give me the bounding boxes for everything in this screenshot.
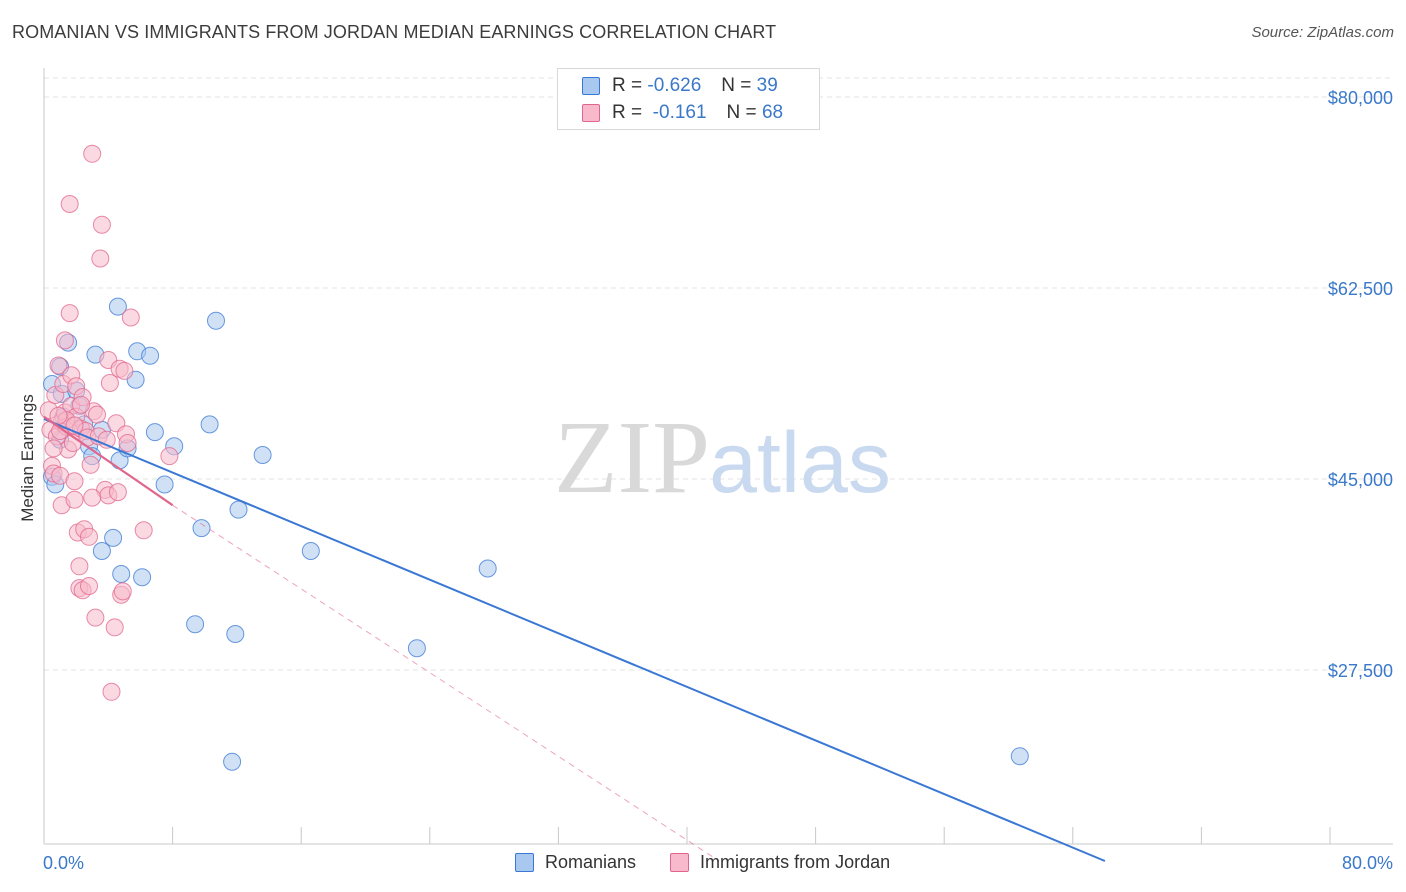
jordan-point — [113, 582, 132, 601]
romanians-point — [229, 500, 248, 519]
axes — [43, 68, 1393, 845]
trend-lines — [43, 415, 1106, 862]
chart-title: ROMANIAN VS IMMIGRANTS FROM JORDAN MEDIA… — [12, 22, 777, 42]
jordan-point — [49, 356, 68, 375]
y-tick-label: $27,500 — [1328, 661, 1393, 681]
watermark-zip: ZIP — [554, 400, 710, 515]
romanians-point — [223, 752, 242, 771]
stats-legend: R = -0.626 N = 39 R = -0.161 N = 68 — [557, 68, 820, 130]
series-legend: Romanians Immigrants from Jordan — [515, 852, 924, 873]
jordan-point — [80, 527, 98, 546]
romanians-point — [253, 446, 272, 464]
jordan-point — [83, 144, 102, 163]
jordan-point — [65, 472, 84, 491]
gridlines — [44, 77, 1393, 671]
romanians-trend-line — [43, 418, 1106, 862]
y-tick-label: $45,000 — [1328, 470, 1393, 490]
romanians-point — [141, 346, 160, 365]
stats-row-romanians: R = -0.626 N = 39 — [582, 75, 778, 97]
y-tick-labels: $80,000 $62,500 $45,000 $27,500 — [1328, 88, 1393, 681]
romanians-point — [200, 415, 219, 434]
jordan-point — [81, 455, 100, 474]
stats-row-jordan: R = -0.161 N = 68 — [582, 102, 783, 124]
n-value: 68 — [761, 102, 784, 123]
n-value: 39 — [756, 75, 778, 96]
jordan-point — [160, 447, 179, 466]
romanians-point — [104, 528, 123, 547]
jordan-point — [102, 682, 121, 701]
jordan-point — [55, 331, 74, 350]
romanians-point — [133, 568, 152, 587]
y-axis-label: Median Earnings — [18, 394, 37, 522]
watermark: ZIP atlas — [554, 400, 891, 515]
jordan-trend-line — [43, 415, 174, 507]
jordan-trend-extension — [172, 504, 720, 862]
jordan-point — [72, 395, 90, 414]
watermark-atlas: atlas — [709, 415, 891, 511]
jordan-point — [92, 215, 111, 234]
romanians-point — [186, 615, 205, 634]
romanians-point — [301, 542, 320, 560]
romanians-legend-swatch — [515, 853, 534, 872]
romanians-point — [478, 559, 497, 578]
jordan-point — [134, 521, 153, 540]
r-label: R = — [612, 75, 643, 96]
romanians-point — [108, 297, 127, 316]
legend-item-jordan[interactable]: Immigrants from Jordan — [670, 852, 890, 873]
jordan-point — [83, 488, 102, 507]
jordan-point — [100, 374, 119, 392]
romanians-point — [1010, 747, 1029, 766]
jordan-point — [115, 361, 134, 380]
jordan-point — [91, 249, 110, 268]
legend-label: Immigrants from Jordan — [700, 852, 891, 872]
jordan-point — [88, 405, 106, 424]
n-label: N = — [721, 75, 752, 96]
jordan-point — [118, 434, 137, 452]
legend-label: Romanians — [545, 852, 637, 872]
romanians-point — [207, 311, 225, 330]
x-tick-left: 0.0% — [43, 853, 84, 873]
y-tick-label: $62,500 — [1328, 279, 1393, 299]
romanians-point — [92, 542, 111, 560]
romanians-point — [226, 625, 245, 643]
jordan-point — [108, 483, 127, 502]
jordan-point — [105, 618, 124, 637]
jordan-point — [86, 608, 105, 627]
jordan-point — [60, 304, 79, 323]
romanians-point — [155, 475, 174, 494]
r-value: -0.161 — [647, 102, 707, 123]
jordan-legend-swatch — [670, 853, 690, 872]
jordan-point — [44, 439, 63, 458]
r-value: -0.626 — [647, 75, 702, 96]
jordan-point — [60, 195, 79, 213]
jordan-point — [121, 308, 140, 327]
source-credit: Source: ZipAtlas.com — [1251, 24, 1394, 41]
jordan-point — [65, 490, 84, 509]
legend-item-romanians[interactable]: Romanians — [515, 852, 636, 873]
r-label: R = — [612, 102, 643, 123]
x-tick-labels: 0.0% 80.0% — [43, 853, 1393, 873]
romanians-point — [145, 423, 164, 442]
jordan-swatch — [582, 104, 600, 122]
y-tick-label: $80,000 — [1328, 88, 1393, 108]
romanians-point — [112, 565, 131, 583]
romanians-swatch — [582, 77, 600, 95]
jordan-point — [70, 557, 89, 576]
n-label: N = — [726, 102, 757, 123]
romanians-point — [407, 639, 426, 658]
x-tick-right: 80.0% — [1342, 853, 1393, 873]
romanians-point — [192, 519, 211, 538]
jordan-point — [80, 577, 98, 595]
